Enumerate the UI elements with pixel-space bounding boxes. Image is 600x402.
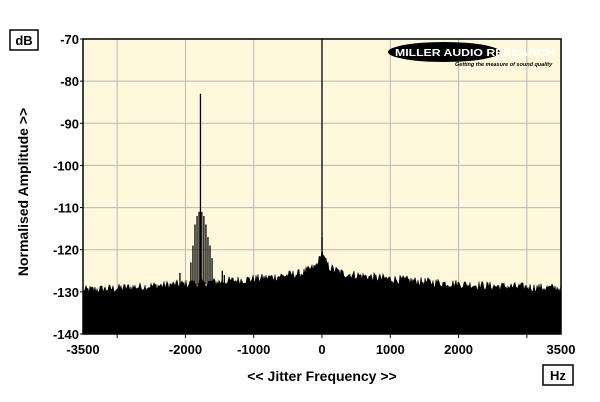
y-tick-label: -110 <box>54 201 79 216</box>
x-tick-label: -2000 <box>169 342 202 357</box>
y-axis-ticks: -70 -80 -90 -100 -110 -120 -130 -140 <box>53 32 83 342</box>
x-unit-frame <box>542 364 574 386</box>
x-tick-label: 1000 <box>376 342 405 357</box>
x-axis-title: << Jitter Frequency >> <box>247 368 396 384</box>
y-tick-label: -100 <box>53 158 79 173</box>
y-tick-label: -130 <box>53 285 79 300</box>
y-tick-label: -80 <box>60 74 79 89</box>
y-unit-frame <box>9 29 39 51</box>
y-tick-label: -140 <box>53 327 79 342</box>
logo-tagline: Getting the measure of sound quality <box>455 62 553 68</box>
y-unit-box: dB <box>9 29 39 51</box>
x-axis-ticks: -3500 -2000 -1000 0 1000 2000 3500 <box>66 334 575 357</box>
y-unit-label: dB <box>15 33 32 48</box>
x-tick-label: -1000 <box>237 342 270 357</box>
y-tick-label: -70 <box>60 32 79 47</box>
noise-floor-trace <box>82 246 562 335</box>
logo-main-text: MILLER AUDIO RESEARCH <box>395 47 555 59</box>
miller-audio-research-logo: MILLER AUDIO RESEARCH Getting the measur… <box>388 42 555 68</box>
x-tick-label: 3500 <box>547 342 576 357</box>
x-tick-label: -3500 <box>66 342 99 357</box>
x-tick-label: 0 <box>318 342 325 357</box>
y-tick-label: -90 <box>60 116 79 131</box>
logo-ellipse <box>388 42 500 62</box>
x-unit-box: Hz <box>542 364 574 386</box>
x-tick-label: 2000 <box>444 342 473 357</box>
y-tick-label: -120 <box>53 243 79 258</box>
x-unit-label: Hz <box>550 368 566 383</box>
noise-floor-area <box>82 246 562 335</box>
y-axis-title: Normalised Amplitude >> <box>15 108 31 276</box>
spike-traces <box>179 39 323 286</box>
